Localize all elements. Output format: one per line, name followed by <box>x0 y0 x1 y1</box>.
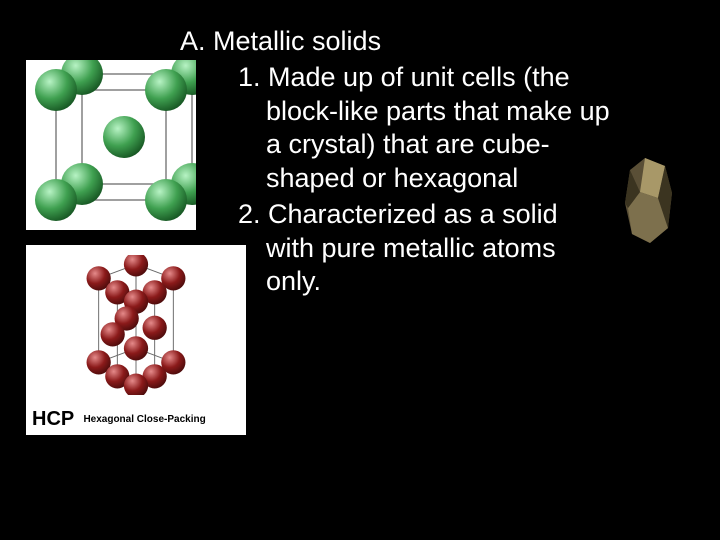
bullet-2: 2. Characterized as a solid with pure me… <box>238 198 610 299</box>
slide-text: A. Metallic solids 1. Made up of unit ce… <box>180 25 610 299</box>
simple-cubic-diagram <box>26 60 196 230</box>
mineral-photo <box>610 148 688 251</box>
hcp-label: HCP Hexagonal Close-Packing <box>32 408 206 431</box>
mineral-svg <box>610 148 688 251</box>
cubic-svg <box>26 60 196 230</box>
hcp-full: Hexagonal Close-Packing <box>83 414 205 425</box>
heading: A. Metallic solids <box>180 25 610 59</box>
bullet-1: 1. Made up of unit cells (the block-like… <box>238 61 610 196</box>
hcp-abbrev: HCP <box>32 408 74 430</box>
